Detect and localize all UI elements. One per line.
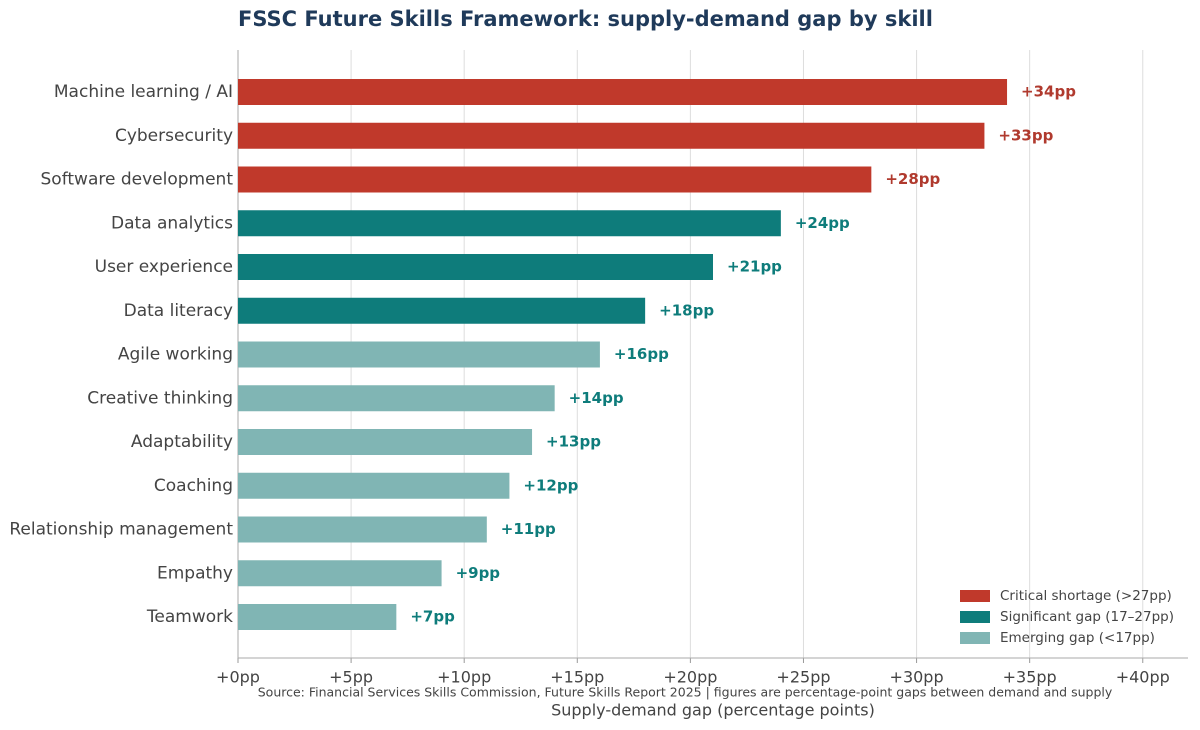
value-label: +28pp: [885, 170, 940, 188]
bar: [238, 341, 600, 368]
bar: [238, 472, 510, 499]
value-label: +13pp: [546, 433, 601, 451]
x-tick-label: +40pp: [1116, 668, 1170, 687]
bar: [238, 429, 533, 455]
bar: [238, 385, 555, 412]
y-tick-label: Software development: [41, 170, 234, 190]
bar: [238, 297, 646, 324]
bar: [238, 560, 442, 587]
legend-label: Emerging gap (<17pp): [1000, 630, 1155, 646]
x-axis-label: Supply-demand gap (percentage points): [551, 701, 875, 720]
value-label: +24pp: [795, 214, 850, 232]
bar: [238, 79, 1008, 105]
value-label: +33pp: [998, 126, 1053, 144]
x-tick-label: +0pp: [216, 668, 260, 687]
bar: [238, 166, 872, 193]
y-tick-label: Coaching: [154, 476, 233, 496]
legend-swatch: [960, 632, 990, 644]
bar: [238, 210, 781, 237]
value-label: +11pp: [501, 520, 556, 538]
value-label: +9pp: [456, 564, 501, 582]
bar: [238, 254, 713, 280]
legend-label: Critical shortage (>27pp): [1000, 588, 1172, 604]
value-label: +14pp: [569, 389, 624, 407]
source-note: Source: Financial Services Skills Commis…: [258, 685, 1113, 700]
value-label: +18pp: [659, 301, 714, 319]
y-tick-label: Agile working: [118, 345, 233, 365]
y-tick-label: Teamwork: [146, 607, 233, 627]
y-tick-label: Empathy: [157, 563, 233, 583]
legend-swatch: [960, 590, 990, 602]
bar: [238, 604, 397, 630]
x-tick-label: +20pp: [663, 668, 717, 687]
y-tick-label: Adaptability: [131, 432, 233, 452]
y-tick-label: Machine learning / AI: [54, 82, 233, 102]
value-label: +21pp: [727, 258, 782, 276]
y-tick-label: Data literacy: [124, 301, 233, 321]
legend-label: Significant gap (17–27pp): [1000, 609, 1174, 625]
x-tick-label: +25pp: [776, 668, 830, 687]
value-label: +16pp: [614, 345, 669, 363]
y-tick-label: Relationship management: [9, 520, 233, 540]
y-tick-label: User experience: [95, 257, 233, 277]
y-tick-label: Creative thinking: [87, 388, 233, 408]
y-tick-label: Cybersecurity: [115, 126, 233, 146]
value-label: +12pp: [523, 476, 578, 494]
x-tick-label: +10pp: [437, 668, 491, 687]
value-label: +7pp: [410, 608, 455, 626]
x-tick-label: +15pp: [550, 668, 604, 687]
x-tick-label: +30pp: [890, 668, 944, 687]
x-tick-label: +35pp: [1003, 668, 1057, 687]
x-tick-label: +5pp: [329, 668, 373, 687]
value-label: +34pp: [1021, 83, 1076, 101]
bar: [238, 122, 985, 149]
chart-title: FSSC Future Skills Framework: supply-dem…: [238, 7, 933, 31]
y-tick-label: Data analytics: [111, 213, 233, 233]
legend-swatch: [960, 611, 990, 623]
bar: [238, 516, 487, 543]
